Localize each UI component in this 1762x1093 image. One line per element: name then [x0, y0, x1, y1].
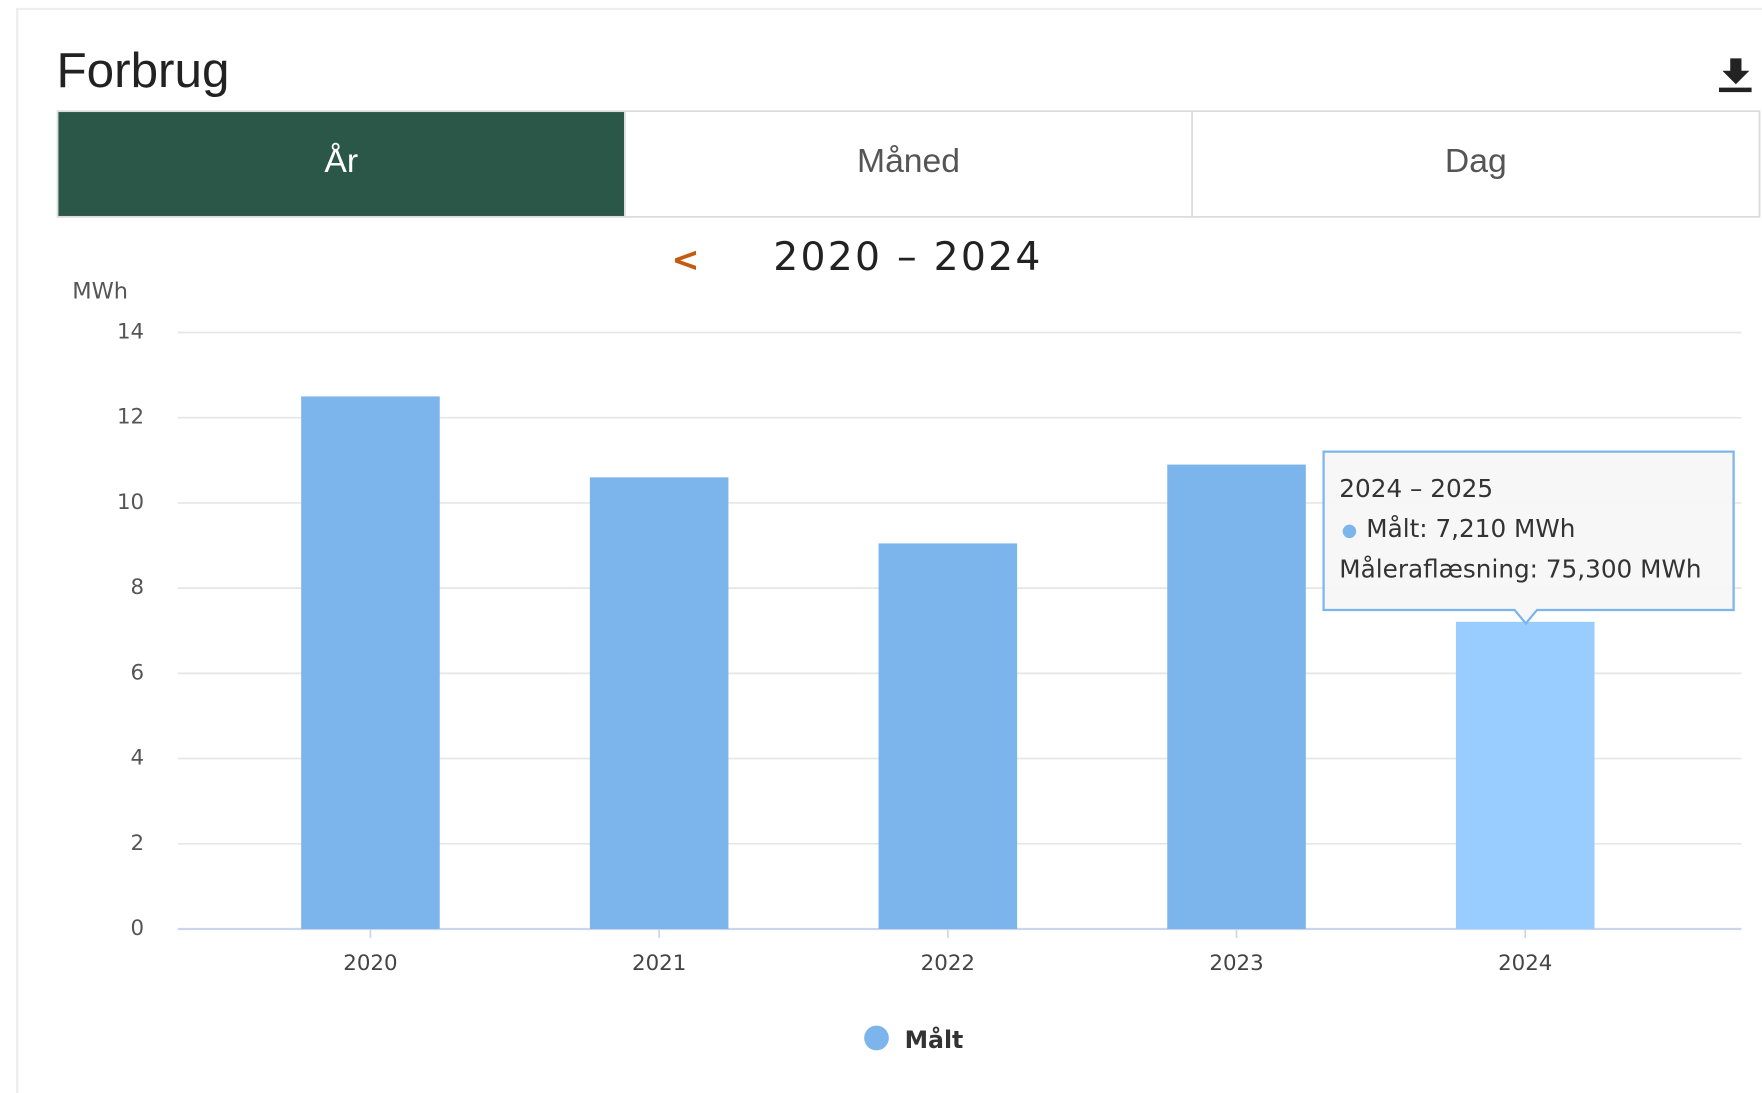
- tab[interactable]: [624, 110, 1194, 218]
- download-arrow: [1722, 58, 1750, 85]
- x-tick-label: 2023: [1209, 951, 1263, 976]
- x-tick-label: 2021: [632, 951, 686, 976]
- bar: [1455, 621, 1595, 929]
- legend-marker: [864, 1025, 889, 1051]
- tooltip: 2024 – 2025 Målt: 7,210 MWh Måleraflæsni…: [1322, 450, 1735, 626]
- x-tick-label: 2024: [1498, 951, 1552, 976]
- bar: [1167, 464, 1306, 929]
- y-tick-label: 14: [117, 320, 144, 345]
- y-axis-label: MWh: [72, 279, 128, 305]
- bar: [589, 477, 729, 929]
- y-tick-label: 10: [117, 490, 144, 515]
- prev-period[interactable]: <: [671, 240, 699, 279]
- tooltip-line: Måleraflæsning: 75,300 MWh: [1339, 555, 1701, 584]
- tab[interactable]: [56, 110, 626, 218]
- x-tick-label: 2022: [921, 951, 975, 976]
- tooltip-box: [1322, 450, 1735, 626]
- tooltip-title: 2024 – 2025: [1339, 474, 1493, 503]
- y-tick-label: 2: [131, 831, 145, 856]
- legend-label[interactable]: Målt: [905, 1026, 964, 1054]
- download-bar: [1719, 87, 1752, 93]
- tab-label[interactable]: Måned: [857, 143, 960, 180]
- tab[interactable]: [1191, 110, 1761, 218]
- y-tick-label: 6: [131, 660, 145, 685]
- tab-label[interactable]: Dag: [1445, 143, 1507, 180]
- x-tick-label: 2020: [343, 951, 397, 976]
- download-button[interactable]: [1717, 56, 1752, 95]
- tab-label[interactable]: År: [324, 143, 358, 180]
- y-tick-label: 0: [131, 916, 145, 941]
- bar: [878, 543, 1018, 929]
- y-tick-label: 4: [131, 746, 145, 771]
- bar: [301, 396, 440, 929]
- tooltip-line: Målt: 7,210 MWh: [1366, 514, 1575, 543]
- y-tick-label: 12: [117, 405, 144, 430]
- period-label: 2020 – 2024: [773, 235, 1042, 280]
- page-title: Forbrug: [56, 43, 229, 98]
- tooltip-dot: [1342, 524, 1357, 539]
- y-tick-label: 8: [131, 575, 145, 600]
